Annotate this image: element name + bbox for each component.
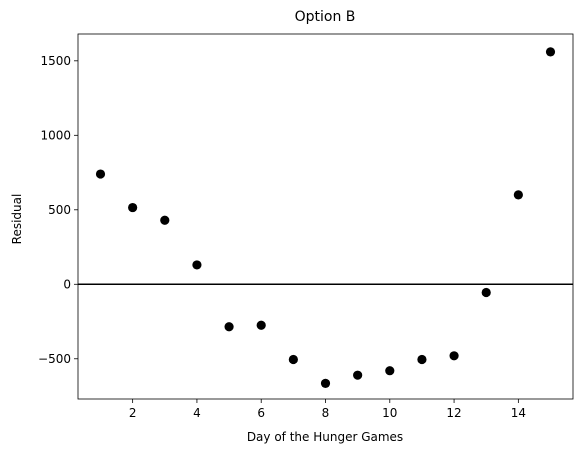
data-point [353,370,363,380]
data-point [95,169,106,179]
data-point [160,215,170,225]
data-point [545,47,556,57]
y-axis-label: Residual [10,194,24,245]
data-point [288,354,298,365]
data-point [513,190,523,200]
x-tick-label: 2 [129,406,137,420]
x-tick-label: 14 [511,406,526,420]
x-tick-label: 4 [193,406,201,420]
x-axis-label: Day of the Hunger Games [247,430,403,444]
x-tick-label: 12 [446,406,461,420]
x-tick-label: 6 [257,406,265,420]
x-tick-label: 8 [322,406,330,420]
y-tick-label: 500 [48,203,71,217]
data-point [128,202,138,213]
data-point [320,378,331,388]
plot-area: 2 4 6 8 10 12 14 −500 0 500 1000 1500 [38,33,574,420]
data-point [481,287,491,298]
x-tick-label: 10 [382,406,397,420]
data-point [449,351,459,361]
data-point [417,354,427,365]
data-point [192,260,202,270]
y-tick-label: 1000 [40,128,71,142]
plot-frame [77,33,574,400]
chart-title: Option B [295,9,356,25]
data-point [385,366,395,376]
y-tick-label: 0 [63,277,71,291]
y-tick-label: −500 [38,352,71,366]
data-point [256,320,266,330]
y-tick-label: 1500 [40,54,71,68]
data-point [224,322,234,332]
